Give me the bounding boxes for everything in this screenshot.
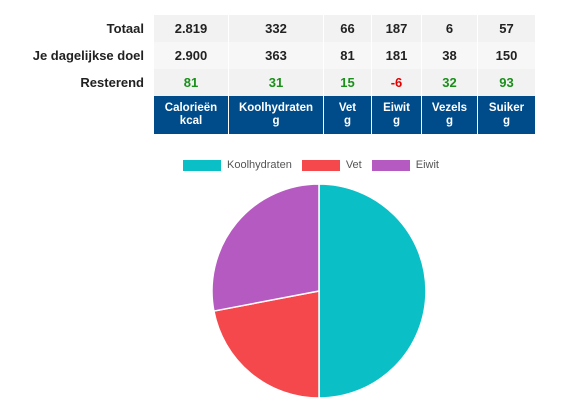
- cell-fat: 81: [324, 42, 372, 69]
- legend-label: Koolhydraten: [227, 159, 292, 171]
- legend-swatch: [371, 159, 410, 171]
- cell-calories: 2.900: [154, 42, 229, 69]
- cell-calories: 81: [154, 69, 229, 96]
- header-unit: g: [272, 115, 280, 127]
- legend-item-protein[interactable]: Eiwit: [371, 159, 439, 171]
- row-remaining: Resterend 81 31 15 -6 32 93: [0, 69, 536, 96]
- cell-sugar: 57: [478, 15, 536, 42]
- chart-legend: Koolhydraten Vet Eiwit: [183, 157, 449, 173]
- legend-item-carbs[interactable]: Koolhydraten: [183, 159, 292, 171]
- nutrition-summary-table: Totaal 2.819 332 66 187 6 57 Je dagelijk…: [0, 15, 536, 134]
- header-fat: Vet g: [324, 96, 372, 134]
- header-name: Calorieën: [164, 102, 218, 114]
- header-unit: g: [502, 115, 511, 127]
- cell-fiber: 38: [422, 42, 478, 69]
- header-row: Calorieën kcal Koolhydraten g Vet g Eiwit g …: [0, 96, 536, 134]
- row-label: Je dagelijkse doel: [32, 48, 144, 63]
- header-protein: Eiwit g: [372, 96, 422, 134]
- cell-protein: -6: [372, 69, 422, 96]
- legend-label: Eiwit: [415, 159, 439, 171]
- cell-protein: 181: [372, 42, 422, 69]
- cell-protein: 187: [372, 15, 422, 42]
- row-daily-goal: Je dagelijkse doel 2.900 363 81 181 38 1…: [0, 42, 536, 69]
- row-label: Totaal: [106, 21, 144, 36]
- header-unit: g: [445, 115, 454, 127]
- cell-carbs: 332: [229, 15, 324, 42]
- pie-slice-carbs[interactable]: [318, 183, 427, 399]
- header-name: Vet: [338, 102, 357, 114]
- header-unit: g: [343, 115, 352, 127]
- row-label: Resterend: [80, 75, 144, 90]
- cell-fiber: 6: [422, 15, 478, 42]
- cell-sugar: 93: [478, 69, 536, 96]
- cell-carbs: 31: [229, 69, 324, 96]
- header-name: Suiker: [488, 102, 525, 114]
- cell-fat: 66: [324, 15, 372, 42]
- header-carbs: Koolhydraten g: [229, 96, 324, 134]
- legend-swatch: [183, 159, 221, 171]
- header-unit: kcal: [179, 115, 203, 127]
- cell-fiber: 32: [422, 69, 478, 96]
- pie-slice-fat[interactable]: [213, 290, 320, 399]
- cell-carbs: 363: [229, 42, 324, 69]
- legend-label: Vet: [345, 159, 362, 171]
- row-total: Totaal 2.819 332 66 187 6 57: [0, 15, 536, 42]
- header-calories: Calorieën kcal: [154, 96, 229, 134]
- header-sugar: Suiker g: [478, 96, 536, 134]
- cell-sugar: 150: [478, 42, 536, 69]
- cell-fat: 15: [324, 69, 372, 96]
- header-name: Koolhydraten: [238, 102, 314, 114]
- header-name: Eiwit: [383, 102, 410, 114]
- header-unit: g: [392, 115, 401, 127]
- pie-slice-protein[interactable]: [211, 183, 320, 312]
- cell-calories: 2.819: [154, 15, 229, 42]
- legend-swatch: [301, 159, 340, 171]
- legend-item-fat[interactable]: Vet: [301, 159, 362, 171]
- header-name: Vezels: [431, 102, 468, 114]
- header-fiber: Vezels g: [422, 96, 478, 134]
